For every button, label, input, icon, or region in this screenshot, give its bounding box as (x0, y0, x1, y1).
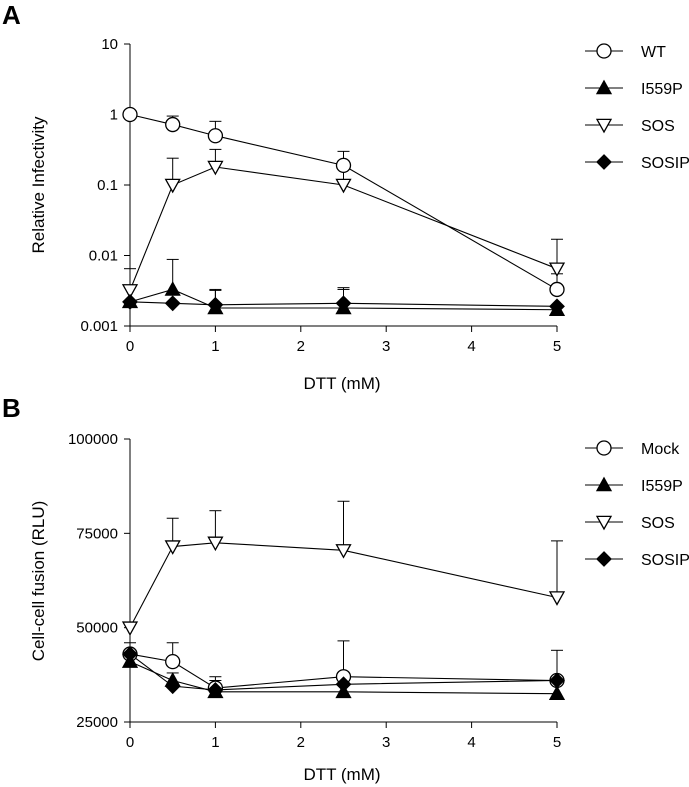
data-point-sosip (549, 672, 565, 689)
data-point-wt (165, 116, 181, 133)
legend-label: I559P (641, 478, 683, 495)
data-point-sosip (335, 676, 352, 693)
legend-label: SOS (641, 118, 675, 135)
data-point-sosip (164, 678, 181, 695)
data-point-sosip (122, 646, 138, 662)
x-tick-label: 0 (126, 338, 134, 355)
legend-marker-wt (596, 43, 612, 59)
data-point-sosip (335, 295, 352, 312)
x-tick-label: 0 (126, 734, 134, 751)
x-tick-label: 3 (382, 734, 390, 751)
x-tick-label: 2 (297, 338, 305, 355)
data-point-wt (207, 128, 224, 144)
legend-marker-sosip (596, 551, 612, 567)
legend-label: SOSIP (641, 552, 689, 569)
legend-marker-sos (595, 118, 613, 134)
data-point-sos (548, 591, 566, 606)
data-point-sos (335, 178, 352, 194)
x-tick-label: 3 (382, 338, 390, 355)
x-axis-label-b: DTT (mM) (303, 765, 380, 784)
y-tick-label: 10 (101, 36, 118, 53)
data-point-sosip (207, 682, 224, 698)
data-point-sos (121, 621, 139, 637)
data-point-wt (549, 281, 565, 298)
data-point-wt (122, 106, 138, 123)
series-line-wt (129, 113, 558, 290)
data-point-sosip (122, 293, 138, 310)
y-tick-label: 50000 (76, 620, 118, 637)
legend-label: WT (641, 44, 666, 61)
legend-marker-i559p (595, 79, 613, 95)
data-point-sos (207, 536, 224, 552)
y-tick-label: 0.1 (97, 177, 118, 194)
data-point-sos (164, 178, 181, 194)
x-tick-label: 1 (211, 338, 219, 355)
legend-marker-i559p (595, 476, 613, 492)
y-tick-label: 25000 (76, 714, 118, 731)
legend-label: SOSIP (641, 155, 689, 172)
panel-label-b: B (2, 393, 21, 423)
data-point-sos (164, 540, 181, 555)
legend: WT I559P SOS SOSIP (585, 43, 689, 172)
y-axis-label-a: Relative Infectivity (29, 116, 48, 253)
data-point-sosip (207, 296, 224, 313)
data-point-mock (165, 653, 181, 670)
data-point-sos (207, 160, 224, 176)
panel-label-a: A (2, 0, 21, 30)
y-tick-label: 0.001 (80, 318, 118, 335)
data-point-i559p (164, 281, 181, 296)
data-point-sosip (164, 295, 181, 312)
legend-marker-sos (595, 515, 613, 531)
y-axis-label-b: Cell-cell fusion (RLU) (29, 501, 48, 662)
legend-label: SOS (641, 515, 675, 532)
legend-marker-mock (596, 440, 612, 456)
data-point-sos (335, 544, 352, 559)
data-point-sosip (549, 298, 565, 315)
x-tick-label: 2 (297, 734, 305, 751)
y-tick-label: 1 (110, 107, 118, 124)
data-point-wt (335, 157, 352, 173)
x-tick-label: 4 (467, 734, 475, 751)
x-tick-label: 4 (467, 338, 475, 355)
data-point-sos (548, 262, 566, 278)
panel-b: B Cell-cell fusion (RLU) DTT (mM) 25000 5… (2, 393, 689, 784)
legend-label: I559P (641, 81, 683, 98)
x-axis-label-a: DTT (mM) (303, 374, 380, 393)
x-tick-label: 5 (553, 338, 561, 355)
y-tick-label: 0.01 (89, 248, 118, 265)
legend-label: Mock (641, 441, 680, 458)
legend-marker-sosip (596, 154, 612, 170)
x-tick-label: 1 (211, 734, 219, 751)
data-point-i559p (548, 685, 566, 700)
legend: Mock I559P SOS SOSIP (585, 440, 689, 569)
data-point-sos (121, 284, 139, 299)
y-tick-label: 100000 (68, 431, 118, 448)
y-tick-label: 75000 (76, 525, 118, 542)
x-tick-label: 5 (553, 734, 561, 751)
panel-a: A Relative Infectivity DTT (mM) 0.001 0.0… (2, 0, 689, 393)
